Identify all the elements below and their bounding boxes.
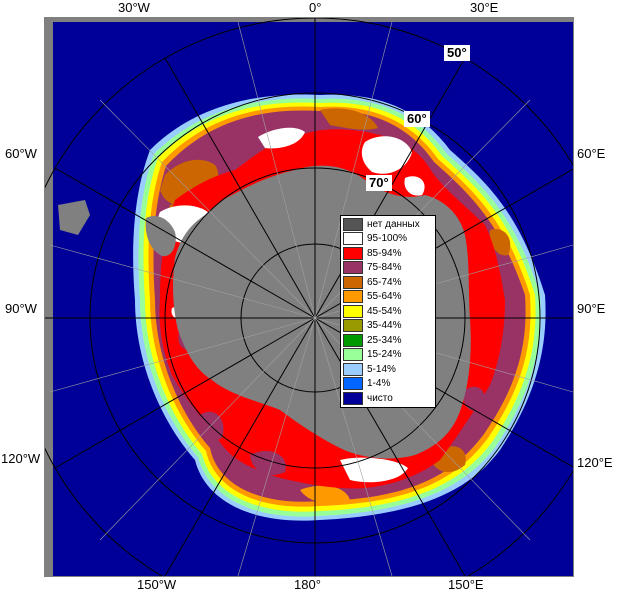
ice-patch-white-south bbox=[340, 457, 408, 483]
legend-swatch bbox=[343, 246, 363, 260]
antarctica-land-peninsula bbox=[145, 215, 176, 257]
legend-label: 55-64% bbox=[367, 291, 402, 303]
lon-label-120e: 120°E bbox=[577, 455, 613, 470]
lat-label-50: 50° bbox=[444, 45, 470, 61]
legend-item: 95-100% bbox=[343, 232, 433, 247]
legend-label: 95-100% bbox=[367, 233, 408, 245]
lat-label-70: 70° bbox=[366, 175, 392, 191]
ice-patch-white-northeast bbox=[361, 136, 412, 174]
ice-patch-brown-east bbox=[489, 229, 511, 256]
legend-swatch bbox=[343, 304, 363, 318]
legend-swatch bbox=[343, 290, 363, 304]
lon-label-60e: 60°E bbox=[577, 146, 606, 161]
legend-swatch bbox=[343, 391, 363, 405]
ice-patch-white-ne2 bbox=[404, 176, 425, 196]
ice-patch-brown-south bbox=[300, 485, 350, 504]
lon-label-150e: 150°E bbox=[448, 577, 484, 592]
legend-label: 25-34% bbox=[367, 334, 402, 346]
legend-item: 85-94% bbox=[343, 246, 433, 261]
legend-swatch bbox=[343, 319, 363, 333]
legend-swatch bbox=[343, 362, 363, 376]
ice-patch-purple-3 bbox=[463, 386, 486, 412]
legend-item: 45-54% bbox=[343, 304, 433, 319]
legend-item: нет данных bbox=[343, 217, 433, 232]
legend-swatch bbox=[343, 232, 363, 246]
lon-label-90e: 90°E bbox=[577, 301, 606, 316]
lon-label-90w: 90°W bbox=[5, 301, 37, 316]
legend-swatch bbox=[343, 377, 363, 391]
lon-label-180: 180° bbox=[294, 577, 321, 592]
legend-label: 45-54% bbox=[367, 305, 402, 317]
legend-label: 1-4% bbox=[367, 378, 391, 390]
lon-label-150w: 150°W bbox=[137, 577, 177, 592]
legend-swatch bbox=[343, 275, 363, 289]
legend-item: 75-84% bbox=[343, 261, 433, 276]
legend-item: 65-74% bbox=[343, 275, 433, 290]
legend-item: 35-44% bbox=[343, 319, 433, 334]
legend: нет данных 95-100% 85-94% 75-84% 65-74% 55-64… bbox=[340, 215, 436, 408]
legend-label: 35-44% bbox=[367, 320, 402, 332]
lon-label-120w: 120°W bbox=[1, 451, 41, 466]
lon-label-30e: 30°E bbox=[470, 0, 499, 15]
land-patch-west-dots bbox=[58, 200, 90, 235]
lon-label-30w: 30°W bbox=[118, 0, 150, 15]
lon-label-60w: 60°W bbox=[5, 146, 37, 161]
legend-item: 15-24% bbox=[343, 348, 433, 363]
legend-label: 75-84% bbox=[367, 262, 402, 274]
legend-label: нет данных bbox=[367, 218, 420, 230]
legend-swatch bbox=[343, 348, 363, 362]
legend-label: 5-14% bbox=[367, 363, 396, 375]
legend-swatch bbox=[343, 333, 363, 347]
legend-swatch bbox=[343, 261, 363, 275]
legend-item: 1-4% bbox=[343, 377, 433, 392]
legend-item: 25-34% bbox=[343, 333, 433, 348]
legend-item: 55-64% bbox=[343, 290, 433, 305]
lat-label-60: 60° bbox=[404, 111, 430, 127]
legend-label: 15-24% bbox=[367, 349, 402, 361]
legend-swatch bbox=[343, 217, 363, 231]
ice-patch-brown-north bbox=[320, 108, 378, 130]
legend-item: чисто bbox=[343, 391, 433, 406]
legend-label: чисто bbox=[367, 392, 393, 404]
legend-label: 65-74% bbox=[367, 276, 402, 288]
lon-label-0: 0° bbox=[309, 0, 322, 15]
legend-label: 85-94% bbox=[367, 247, 402, 259]
legend-item: 5-14% bbox=[343, 362, 433, 377]
